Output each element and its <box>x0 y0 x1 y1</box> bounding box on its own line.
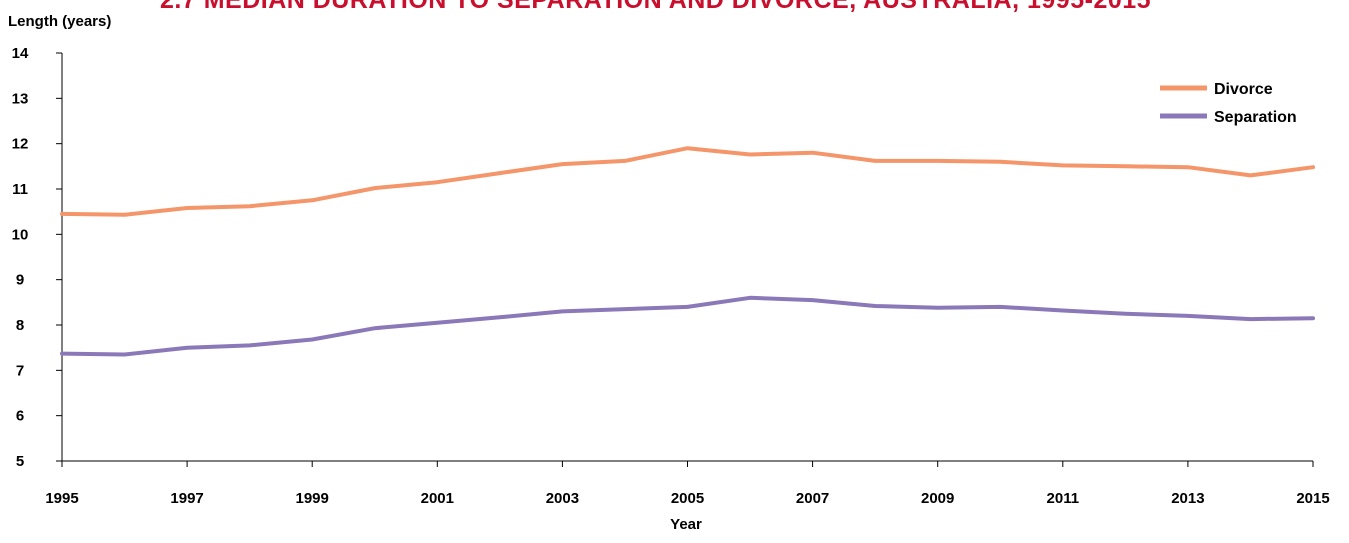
series-lines <box>60 146 1315 357</box>
chart-title: 2.7 MEDIAN DURATION TO SEPARATION AND DI… <box>160 0 1152 14</box>
x-tick-label: 2011 <box>1047 490 1080 507</box>
x-tick-label: 1995 <box>45 490 78 507</box>
x-tick-label: 2001 <box>421 490 454 507</box>
legend: Divorce Separation <box>1160 81 1297 126</box>
y-tick-label: 8 <box>16 317 24 334</box>
legend-label-separation: Separation <box>1214 109 1297 126</box>
legend-label-divorce: Divorce <box>1214 81 1273 98</box>
y-tick-label: 7 <box>16 362 24 379</box>
y-axis-title: Length (years) <box>8 13 111 30</box>
x-tick-label: 1997 <box>170 490 203 507</box>
series-line-divorce <box>60 146 1315 217</box>
y-tick-label: 5 <box>16 453 24 470</box>
y-tick-label: 6 <box>16 408 24 425</box>
y-tick-label: 13 <box>12 90 29 107</box>
y-tick-label: 12 <box>12 136 29 153</box>
y-tick-label: 11 <box>12 181 28 198</box>
y-tick-label: 14 <box>12 45 29 62</box>
x-tick-label: 2005 <box>671 490 704 507</box>
x-tick-label: 1999 <box>296 490 329 507</box>
x-axis-title: Year <box>670 516 702 533</box>
axes: 5 6 7 8 9 10 11 12 13 14 1995 1997 1999 2001 2003 2005 2… <box>12 45 1330 507</box>
y-tick-label: 10 <box>12 226 29 243</box>
x-tick-label: 2015 <box>1296 490 1329 507</box>
series-line-separation <box>60 295 1315 357</box>
x-tick-label: 2009 <box>921 490 954 507</box>
x-tick-label: 2013 <box>1171 490 1204 507</box>
y-tick-label: 9 <box>16 272 24 289</box>
x-tick-label: 2003 <box>546 490 579 507</box>
x-tick-label: 2007 <box>796 490 829 507</box>
